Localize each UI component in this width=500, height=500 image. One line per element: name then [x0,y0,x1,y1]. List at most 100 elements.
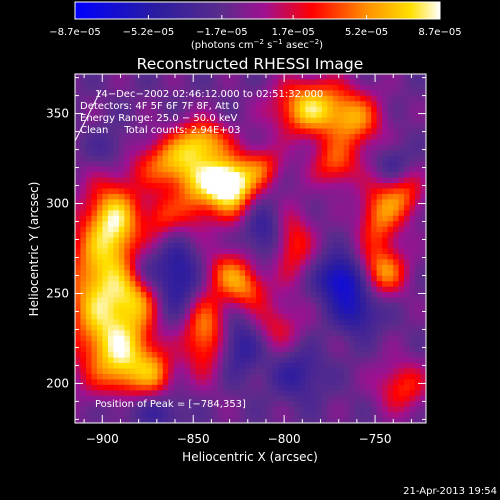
heatmap-cell [195,166,202,173]
heatmap-cell [85,253,93,260]
heatmap-cell [234,133,241,141]
heatmap-cell [107,292,114,299]
heatmap-cell [382,292,389,299]
heatmap-cell [135,379,142,386]
heatmap-cell [228,128,235,135]
heatmap-cell [404,412,411,419]
heatmap-cell [316,379,323,386]
heatmap-cell [360,248,367,255]
heatmap-cell [157,199,164,206]
heatmap-cell [321,363,328,370]
heatmap-cell [146,215,153,222]
heatmap-cell [382,275,389,282]
heatmap-cell [85,232,93,239]
heatmap-cell [75,313,82,320]
heatmap-cell [343,330,350,337]
heatmap-cell [277,390,284,397]
heatmap-cell [393,352,400,359]
heatmap-cell [294,395,301,402]
heatmap-cell [96,106,104,113]
heatmap-cell [305,221,312,228]
heatmap-cell [201,221,208,228]
heatmap-cell [206,303,213,310]
heatmap-cell [223,275,230,282]
heatmap-cell [201,373,208,380]
heatmap-cell [234,401,241,408]
heatmap-cell [212,172,219,179]
heatmap-cell [376,341,383,348]
heatmap-cell [299,308,306,315]
heatmap-cell [245,401,252,408]
heatmap-cell [118,390,125,397]
heatmap-cell [288,155,295,162]
heatmap-cell [223,79,230,86]
heatmap-cell [179,172,186,179]
heatmap-cell [239,330,246,337]
heatmap-cell [173,286,180,293]
heatmap-cell [360,117,367,124]
heatmap-cell [223,390,230,397]
heatmap-cell [162,166,169,173]
heatmap-cell [195,303,202,310]
heatmap-cell [316,226,323,233]
heatmap-cell [310,133,317,141]
heatmap-cell [206,368,213,375]
heatmap-cell [234,84,241,91]
heatmap-cell [349,128,356,135]
heatmap-cell [179,324,186,331]
heatmap-cell [124,243,131,250]
heatmap-cell [332,188,339,195]
heatmap-cell [96,368,104,375]
heatmap-cell [266,133,274,141]
heatmap-cell [327,341,334,348]
heatmap-cell [398,335,405,342]
heatmap-cell [239,221,246,228]
heatmap-cell [124,330,131,337]
heatmap-cell [261,215,268,222]
heatmap-cell [415,188,422,195]
heatmap-cell [360,144,367,151]
heatmap-cell [310,144,317,151]
heatmap-cell [393,161,400,168]
heatmap-cell [266,215,274,222]
heatmap-cell [85,319,93,326]
heatmap-cell [80,166,87,173]
heatmap-cell [245,379,252,386]
heatmap-cell [272,101,279,108]
heatmap-cell [332,166,339,173]
heatmap-cell [107,379,114,386]
heatmap-cell [299,259,306,266]
heatmap-cell [316,401,323,408]
heatmap-cell [217,390,224,397]
heatmap-cell [321,352,328,359]
heatmap-cell [80,270,87,277]
heatmap-cell [157,412,164,419]
heatmap-cell [255,292,263,299]
heatmap-cell [310,417,317,423]
heatmap-cell [266,292,274,299]
heatmap-cell [102,193,109,201]
heatmap-cell [162,133,169,141]
heatmap-cell [80,330,87,337]
heatmap-cell [354,172,361,179]
heatmap-cell [212,226,219,233]
heatmap-cell [321,106,328,113]
heatmap-cell [288,226,295,233]
heatmap-cell [107,335,114,342]
heatmap-cell [420,313,426,320]
heatmap-cell [343,204,350,211]
heatmap-cell [223,193,230,201]
heatmap-cell [382,172,389,179]
heatmap-cell [80,275,87,282]
heatmap-cell [124,281,131,288]
heatmap-cell [365,183,372,190]
heatmap-cell [349,412,356,419]
heatmap-cell [113,363,120,370]
heatmap-cell [321,237,328,244]
heatmap-cell [365,199,372,206]
heatmap-cell [387,155,394,162]
heatmap-cell [173,292,180,299]
annotations: 14−Dec−2002 02:46:12.000 to 02:51:32.000… [80,89,323,410]
heatmap-cell [184,395,191,402]
heatmap-cell [195,248,202,255]
